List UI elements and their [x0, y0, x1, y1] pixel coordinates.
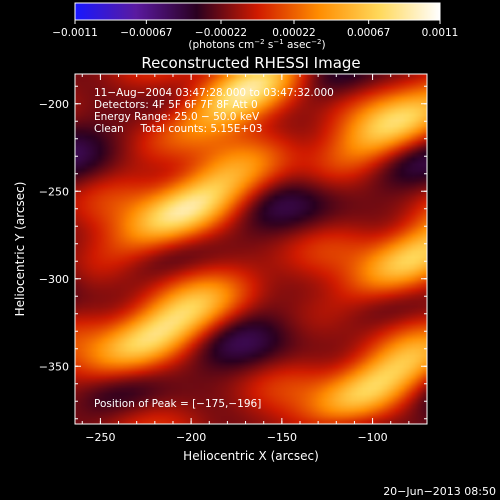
clean-counts-annotation: Clean Total counts: 5.15E+03 [94, 123, 263, 135]
colorbar-tick-label: −0.00067 [120, 27, 172, 39]
colorbar-tick-label: 0.00067 [347, 27, 390, 39]
detectors-annotation: Detectors: 4F 5F 6F 7F 8F Att 0 [94, 99, 258, 111]
colorbar-unit-label: (photons cm−2 s−1 asec−2) [188, 38, 325, 51]
peak-position-annotation: Position of Peak = [−175,−196] [94, 398, 261, 410]
colorbar-tick-label: 0.0011 [422, 27, 459, 39]
x-axis-ticks: −250 −200 −150 −100 [81, 74, 428, 444]
heatmap-image [75, 74, 427, 424]
x-tick-label: −150 [267, 431, 297, 444]
colorbar-tick-label: 0.00022 [272, 27, 315, 39]
footer-date: 20−Jun−2013 08:50 [383, 485, 496, 498]
chart-title: Reconstructed RHESSI Image [141, 54, 360, 72]
y-tick-label: −200 [39, 98, 69, 111]
y-tick-label: −300 [39, 273, 69, 286]
y-tick-label: −350 [39, 360, 69, 373]
energy-range-annotation: Energy Range: 25.0 − 50.0 keV [94, 111, 260, 123]
x-tick-label: −250 [85, 431, 115, 444]
colorbar-ticks: −0.0011 −0.00067 −0.00022 0.00022 0.00067 0.0… [52, 20, 458, 39]
plot-frame [74, 73, 428, 425]
time-range-annotation: 11−Aug−2004 03:47:28.000 to 03:47:32.000 [94, 87, 334, 99]
x-tick-label: −200 [176, 431, 206, 444]
colorbar-tick-label: −0.00022 [195, 27, 247, 39]
y-axis-label: Heliocentric Y (arcsec) [13, 182, 27, 317]
y-tick-label: −250 [39, 185, 69, 198]
y-axis-ticks: −200 −250 −300 −350 [39, 85, 427, 420]
colorbar-tick-label: −0.0011 [52, 27, 98, 39]
x-tick-label: −100 [357, 431, 387, 444]
x-axis-label: Heliocentric X (arcsec) [183, 449, 319, 463]
colorbar [74, 2, 441, 21]
